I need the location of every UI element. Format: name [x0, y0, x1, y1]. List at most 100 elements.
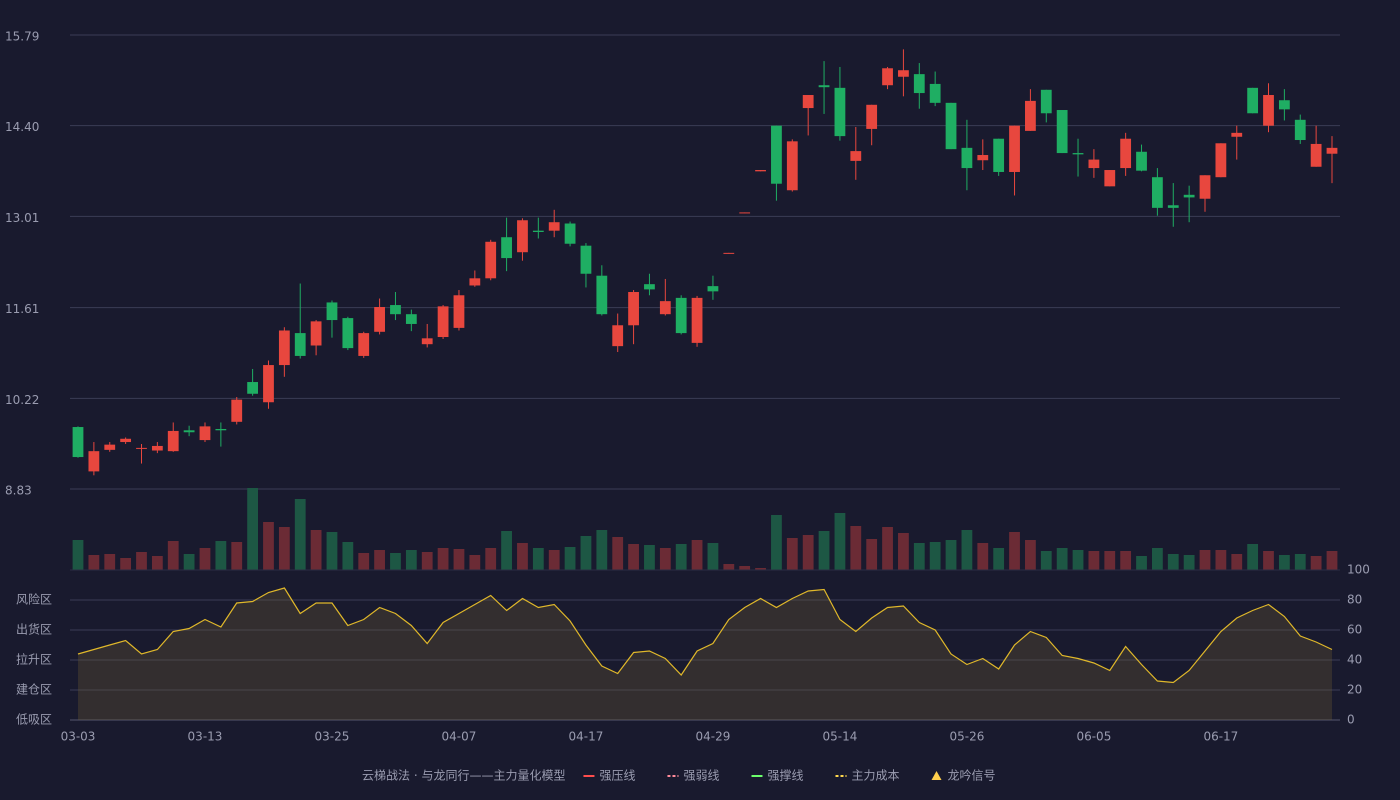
volume-bar	[1247, 544, 1259, 570]
candle-body	[818, 85, 830, 88]
candle-body	[866, 104, 878, 129]
volume-bar	[1215, 550, 1227, 570]
candle-body	[596, 275, 608, 315]
candle-body	[453, 295, 465, 328]
candle-body	[263, 365, 274, 403]
volume-bar	[278, 527, 290, 570]
volume-bar	[88, 555, 100, 570]
x-tick-label: 03-13	[188, 730, 223, 744]
volume-bar	[1088, 551, 1100, 570]
candle-body	[1136, 151, 1147, 171]
legend-item: 强压线	[599, 769, 635, 783]
candle-body	[1167, 205, 1179, 208]
candle-body	[1199, 175, 1211, 199]
candle-body	[358, 333, 370, 356]
volume-bar	[961, 530, 973, 570]
volume-bar	[167, 541, 179, 570]
zone-label: 风险区	[16, 592, 52, 607]
candle-body	[1183, 194, 1195, 198]
volume-bar	[183, 554, 195, 570]
volume-bar	[913, 543, 925, 570]
x-tick-label: 03-25	[315, 730, 350, 744]
candle-body	[771, 125, 782, 184]
candle-body	[390, 305, 401, 315]
volume-bar	[786, 538, 798, 570]
candle-body	[532, 230, 544, 232]
volume-bar	[120, 558, 132, 570]
candle-body	[1104, 170, 1116, 187]
osc-tick-label: 20	[1347, 683, 1362, 697]
volume-bar	[993, 548, 1005, 570]
candle-body	[167, 430, 179, 452]
candle-body	[961, 147, 973, 169]
candle-body	[564, 223, 576, 244]
osc-tick-label: 100	[1347, 563, 1370, 577]
candle-body	[850, 151, 862, 161]
volume-bar	[1072, 550, 1084, 570]
volume-bar	[1263, 551, 1274, 570]
candle-body	[247, 382, 259, 394]
volume-bar	[263, 522, 274, 570]
candle-body	[1025, 100, 1036, 131]
candle-body	[310, 321, 322, 346]
volume-bar	[548, 550, 560, 570]
y-tick-label: 13.01	[5, 211, 39, 225]
candle-body	[993, 138, 1005, 172]
candle-body	[104, 444, 116, 450]
x-tick-label: 04-07	[442, 730, 477, 744]
candle-body	[1072, 153, 1084, 155]
legend-symbol	[931, 771, 942, 780]
candle-body	[929, 83, 941, 103]
volume-bar	[1009, 532, 1020, 570]
volume-bar	[342, 542, 354, 570]
candle-body	[183, 430, 195, 433]
osc-tick-label: 40	[1347, 653, 1362, 667]
legend-item: 强弱线	[683, 769, 719, 783]
x-tick-label: 04-17	[569, 730, 604, 744]
volume-bar	[723, 564, 735, 570]
osc-tick-label: 60	[1347, 623, 1362, 637]
candle-body	[215, 428, 227, 431]
candle-body	[1040, 89, 1052, 114]
candle-body	[72, 427, 84, 458]
volume-bar	[104, 554, 116, 570]
volume-bar	[1199, 550, 1211, 570]
candle-body	[1120, 138, 1132, 169]
candle-body	[659, 301, 671, 315]
volume-bar	[596, 530, 608, 570]
candle-body	[786, 141, 798, 191]
candle-body	[421, 338, 433, 345]
volume-bar	[1294, 554, 1306, 570]
candle-body	[898, 70, 909, 77]
y-tick-label: 10.22	[5, 393, 39, 407]
zone-label: 拉升区	[16, 652, 52, 667]
candle-body	[501, 237, 512, 259]
candle-body	[580, 245, 592, 274]
candle-body	[548, 222, 560, 231]
volume-bar	[485, 548, 497, 570]
candle-body	[469, 278, 481, 286]
y-tick-label: 8.83	[5, 484, 32, 498]
candle-body	[294, 333, 306, 356]
candle-body	[120, 438, 132, 443]
volume-bar	[675, 544, 687, 570]
y-tick-label: 15.79	[5, 30, 39, 44]
volume-bar	[1056, 548, 1068, 570]
volume-bar	[1104, 551, 1116, 570]
volume-bar	[977, 543, 989, 570]
volume-bar	[1136, 556, 1147, 570]
volume-bar	[707, 543, 719, 570]
legend-item: 主力成本	[852, 769, 900, 783]
candle-body	[1326, 147, 1338, 154]
candle-body	[802, 95, 814, 109]
volume-bar	[231, 542, 243, 570]
volume-bar	[1310, 556, 1322, 570]
candle-body	[628, 292, 639, 326]
candle-body	[374, 307, 385, 332]
volume-bar	[929, 542, 941, 570]
candle-body	[342, 318, 354, 349]
x-tick-label: 06-17	[1203, 730, 1238, 744]
candle-body	[1231, 132, 1243, 137]
volume-bar	[405, 550, 417, 570]
volume-bar	[199, 548, 211, 570]
